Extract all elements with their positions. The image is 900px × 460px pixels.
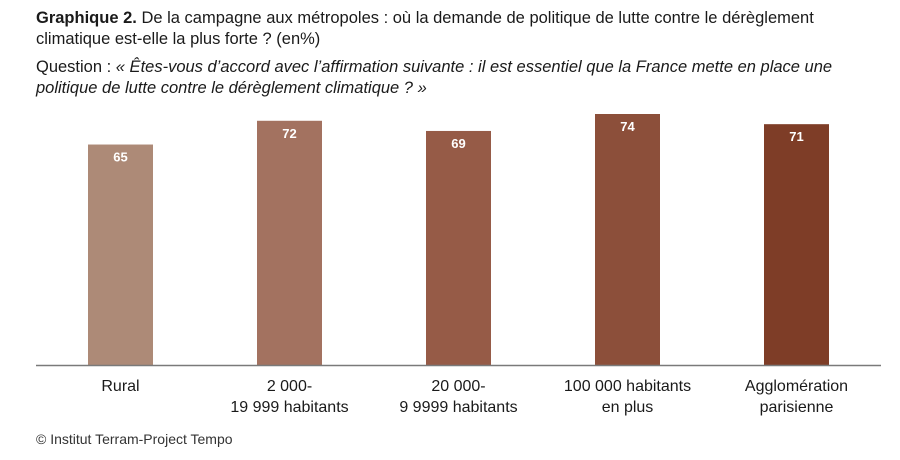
- figure-label: Graphique 2.: [36, 9, 137, 27]
- source-credit: © Institut Terram-Project Tempo: [36, 431, 233, 447]
- data-label-2: 72: [282, 126, 296, 141]
- question-prefix: Question :: [36, 58, 116, 76]
- data-label-1: 65: [113, 150, 127, 165]
- data-label-4: 74: [620, 119, 635, 134]
- data-label-5: 71: [789, 129, 803, 144]
- category-label-4: 100 000 habitants en plus: [564, 378, 691, 416]
- data-label-3: 69: [451, 136, 465, 151]
- bar-1: [88, 144, 153, 365]
- bar-5: [764, 124, 829, 365]
- survey-question: Question : « Êtes-vous d’accord avec l’a…: [36, 57, 886, 99]
- category-label-1: Rural: [101, 378, 139, 395]
- bar-2: [257, 120, 322, 365]
- chart-title: Graphique 2. De la campagne aux métropol…: [36, 8, 876, 50]
- category-label-5: Agglomération parisienne: [745, 378, 848, 416]
- category-label-2: 2 000-19 999 habitants: [230, 378, 348, 416]
- question-text: « Êtes-vous d’accord avec l’affirmation …: [36, 58, 833, 97]
- title-text: De la campagne aux métropoles : où la de…: [36, 9, 814, 48]
- category-label-3: 20 000-9 9999 habitants: [399, 378, 517, 416]
- bar-4: [595, 114, 660, 365]
- bar-3: [426, 130, 491, 365]
